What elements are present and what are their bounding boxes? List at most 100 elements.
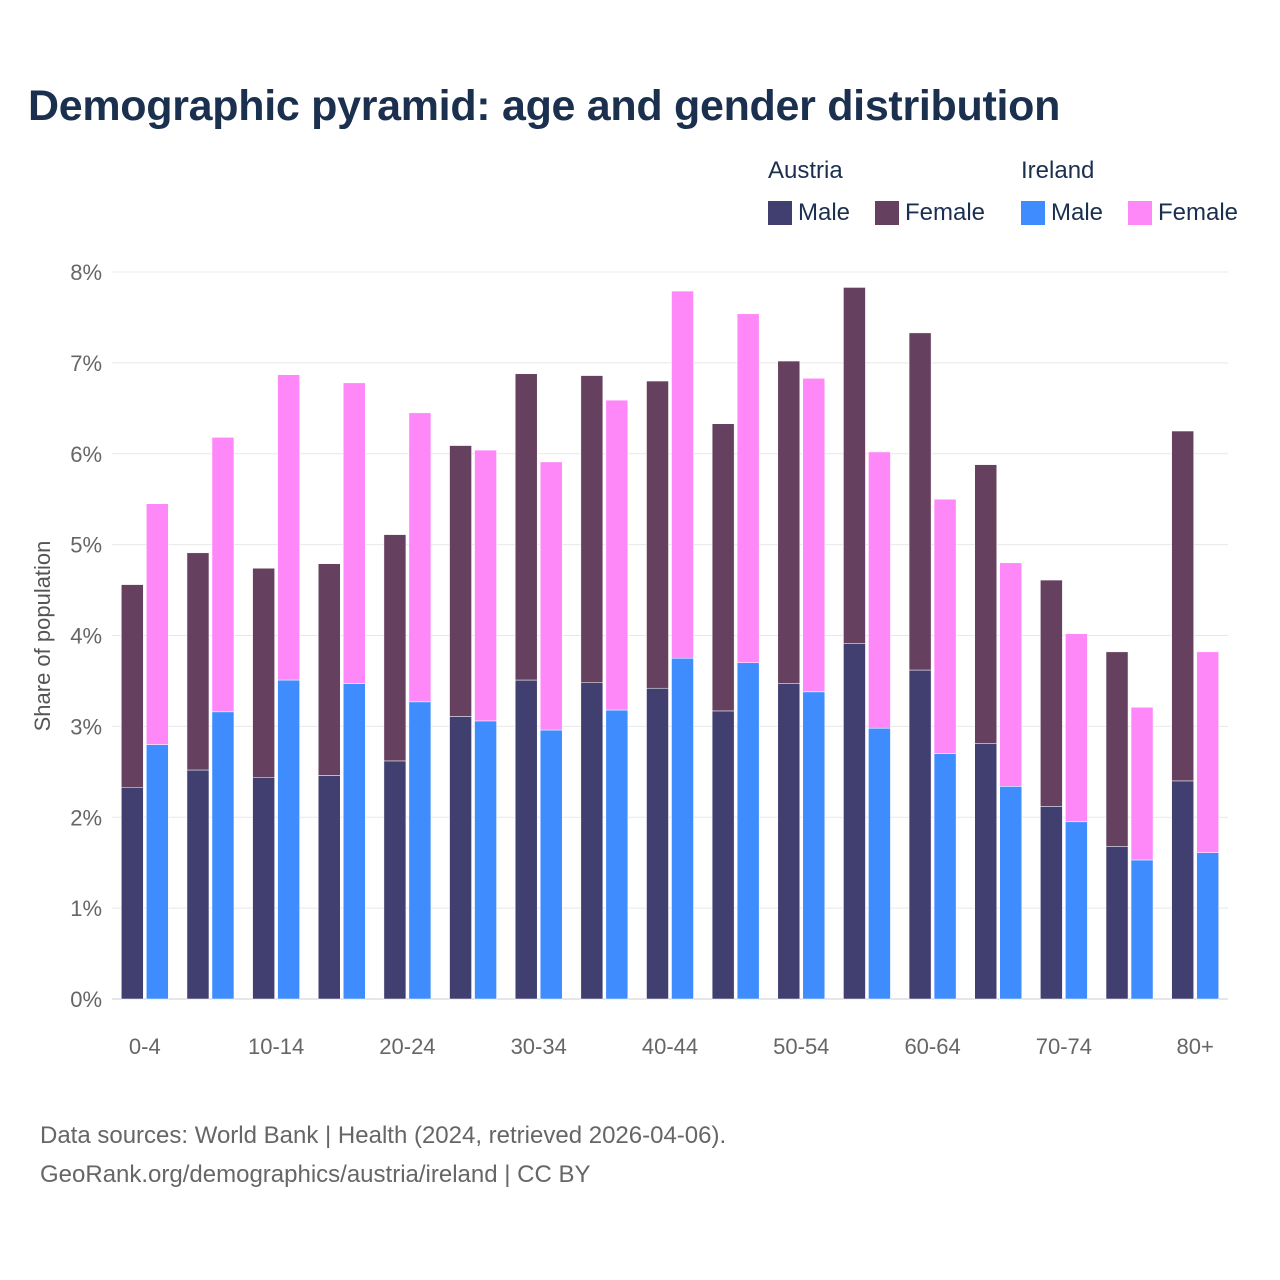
bar-ireland-female-50-54[interactable] — [802, 378, 826, 693]
bar-austria-female-35-39[interactable] — [580, 375, 604, 684]
bar-austria-male-15-19[interactable] — [318, 775, 341, 1000]
bar-austria-male-35-39[interactable] — [580, 682, 604, 1000]
y-tick-label: 4% — [70, 624, 102, 649]
bar-austria-male-40-44[interactable] — [646, 687, 669, 1000]
y-tick-label: 2% — [70, 805, 102, 830]
bar-austria-male-80+[interactable] — [1171, 780, 1194, 1000]
bar-ireland-female-80+[interactable] — [1196, 651, 1219, 853]
bar-austria-male-25-29[interactable] — [449, 716, 472, 1000]
bar-austria-male-70-74[interactable] — [1040, 806, 1063, 1000]
bar-ireland-female-10-14[interactable] — [277, 374, 300, 681]
y-tick-label: 3% — [70, 714, 102, 739]
bar-austria-female-0-4[interactable] — [121, 584, 144, 788]
bar-austria-female-70-74[interactable] — [1040, 579, 1063, 807]
legend-swatch — [768, 201, 792, 225]
bar-ireland-male-40-44[interactable] — [671, 657, 694, 1000]
bar-austria-female-65-69[interactable] — [974, 464, 997, 744]
legend-group-austria: Austria — [768, 157, 843, 184]
bar-austria-male-75-79[interactable] — [1105, 846, 1129, 1000]
bar-ireland-male-10-14[interactable] — [277, 679, 300, 1000]
bar-austria-male-0-4[interactable] — [121, 787, 144, 1000]
source-line-2[interactable]: GeoRank.org/demographics/austria/ireland… — [40, 1161, 591, 1188]
bar-ireland-male-65-69[interactable] — [999, 786, 1022, 1000]
bar-ireland-female-20-24[interactable] — [408, 412, 432, 703]
bar-ireland-male-55-59[interactable] — [868, 727, 891, 1000]
legend-ireland-female[interactable]: Female — [1128, 199, 1238, 227]
bar-austria-female-15-19[interactable] — [318, 563, 341, 776]
legend-label: Male — [1051, 199, 1104, 226]
bar-ireland-male-45-49[interactable] — [736, 662, 760, 1000]
bar-austria-male-60-64[interactable] — [908, 669, 932, 1000]
bar-ireland-male-30-34[interactable] — [539, 729, 563, 1000]
legend-label: Male — [798, 199, 851, 226]
bar-ireland-female-40-44[interactable] — [671, 290, 694, 659]
x-tick-label: 40-44 — [642, 1034, 698, 1059]
legend-ireland-male[interactable]: Male — [1021, 199, 1103, 227]
chart-plot: 0% 1% 2% 3% 4% 5% 6% 7% 8% 0-4 10-14 20-24 30-34 40-… — [30, 260, 1228, 1059]
y-tick-label: 0% — [70, 987, 102, 1012]
source-note: Data sources: World Bank | Health (2024,… — [40, 1116, 726, 1194]
bar-ireland-male-0-4[interactable] — [146, 744, 169, 1000]
bar-austria-female-20-24[interactable] — [383, 534, 407, 762]
bar-ireland-male-25-29[interactable] — [474, 720, 497, 1000]
bar-austria-female-55-59[interactable] — [843, 287, 866, 644]
bar-austria-female-5-9[interactable] — [186, 552, 210, 771]
bar-ireland-female-15-19[interactable] — [343, 382, 366, 684]
bar-austria-female-25-29[interactable] — [449, 445, 472, 717]
bar-austria-female-75-79[interactable] — [1105, 651, 1129, 847]
bar-austria-male-45-49[interactable] — [711, 710, 735, 1000]
y-tick-label: 5% — [70, 533, 102, 558]
bar-ireland-female-65-69[interactable] — [999, 562, 1022, 787]
bar-ireland-male-75-79[interactable] — [1130, 859, 1154, 1000]
bar-ireland-female-45-49[interactable] — [736, 313, 760, 664]
legend-austria-female[interactable]: Female — [875, 199, 985, 227]
x-tick-label: 60-64 — [904, 1034, 960, 1059]
bar-ireland-female-55-59[interactable] — [868, 451, 891, 729]
bar-ireland-female-70-74[interactable] — [1065, 633, 1088, 823]
bar-austria-male-65-69[interactable] — [974, 743, 997, 1000]
bar-austria-male-50-54[interactable] — [777, 683, 801, 1000]
bar-ireland-male-35-39[interactable] — [605, 709, 629, 1000]
bar-austria-female-40-44[interactable] — [646, 380, 669, 689]
bar-austria-male-20-24[interactable] — [383, 760, 407, 1000]
bar-ireland-male-5-9[interactable] — [211, 711, 235, 1000]
x-tick-label: 20-24 — [379, 1034, 435, 1059]
bar-ireland-female-35-39[interactable] — [605, 399, 629, 711]
legend-swatch — [875, 201, 899, 225]
bar-ireland-female-30-34[interactable] — [539, 461, 563, 731]
legend-austria-male[interactable]: Male — [768, 199, 850, 227]
x-tick-label: 30-34 — [511, 1034, 567, 1059]
bar-ireland-female-60-64[interactable] — [933, 498, 957, 754]
y-tick-label: 7% — [70, 351, 102, 376]
bar-ireland-female-25-29[interactable] — [474, 449, 497, 722]
x-tick-label: 70-74 — [1036, 1034, 1092, 1059]
bar-ireland-male-20-24[interactable] — [408, 701, 432, 1000]
bar-ireland-female-0-4[interactable] — [146, 503, 169, 745]
x-tick-label: 80+ — [1177, 1034, 1214, 1059]
x-tick-label: 50-54 — [773, 1034, 829, 1059]
bar-ireland-female-5-9[interactable] — [211, 437, 235, 713]
bar-ireland-male-60-64[interactable] — [933, 753, 957, 1000]
x-tick-label: 10-14 — [248, 1034, 304, 1059]
bar-austria-female-60-64[interactable] — [908, 332, 932, 671]
bar-ireland-male-80+[interactable] — [1196, 852, 1219, 1000]
bar-austria-female-45-49[interactable] — [711, 423, 735, 712]
legend-swatch — [1021, 201, 1045, 225]
legend-swatch — [1128, 201, 1152, 225]
bar-ireland-male-70-74[interactable] — [1065, 821, 1088, 1000]
bar-austria-male-5-9[interactable] — [186, 769, 210, 1000]
source-line-1: Data sources: World Bank | Health (2024,… — [40, 1122, 727, 1149]
y-tick-label: 1% — [70, 896, 102, 921]
bar-austria-male-30-34[interactable] — [514, 679, 538, 1000]
legend-group-ireland: Ireland — [1021, 157, 1095, 184]
x-tick-label: 0-4 — [129, 1034, 161, 1059]
bar-ireland-male-15-19[interactable] — [343, 683, 366, 1000]
bar-ireland-female-75-79[interactable] — [1130, 707, 1154, 861]
bar-austria-female-30-34[interactable] — [514, 373, 538, 681]
bar-austria-female-50-54[interactable] — [777, 360, 801, 684]
bar-austria-male-10-14[interactable] — [252, 777, 275, 1000]
bar-austria-female-10-14[interactable] — [252, 568, 275, 778]
bar-ireland-male-50-54[interactable] — [802, 691, 826, 1000]
bar-austria-female-80+[interactable] — [1171, 430, 1194, 782]
bar-austria-male-55-59[interactable] — [843, 643, 866, 1000]
